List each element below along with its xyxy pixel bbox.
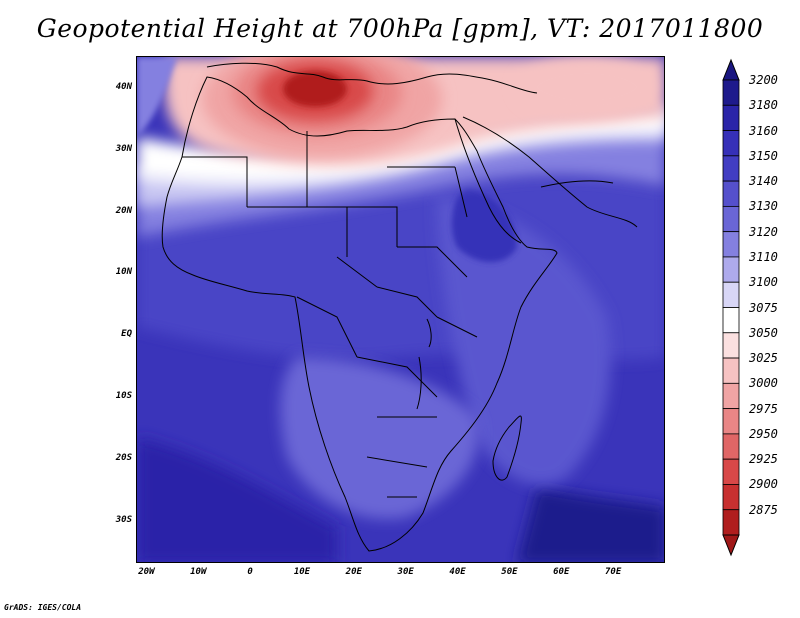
arabia [462,116,638,228]
colorbar-swatch [722,382,740,410]
field-nw-blue [137,57,177,137]
colorbar-bottom-arrow [722,534,740,557]
colorbar-label: 2950 [749,426,778,441]
colorbar-label: 3000 [749,376,778,391]
lat-tick-label: EQ [121,329,132,340]
lat-tick-label: 10S [115,391,132,402]
colorbar-swatch [722,281,740,308]
lon-tick-label: 30E [397,567,414,577]
colorbar-swatch [722,130,740,157]
lat-tick-label: 10N [115,267,132,278]
colorbar-label: 3180 [749,98,778,113]
colorbar-label: 2975 [749,401,778,416]
lat-tick-label: 30N [115,143,132,154]
colorbar-top-arrow [722,58,740,81]
colorbar-swatch [722,205,740,233]
lon-tick-label: 10W [190,567,207,577]
colorbar-label: 3075 [749,300,778,315]
colorbar-swatch [722,231,740,258]
colorbar-swatch [722,180,740,207]
europe-coast [206,62,538,94]
field-red-core [283,71,347,107]
lon-tick-label: 10E [293,567,311,577]
colorbar-swatch [722,256,740,283]
lon-tick-label: 20E [345,567,362,577]
geopotential-map [137,57,664,562]
coastlines [161,62,638,552]
colorbar-label: 3130 [749,199,778,214]
country-borders-east [356,166,478,498]
colorbar-swatch [722,484,740,511]
lon-tick-label: 20W [138,567,155,577]
colorbar-label: 3140 [749,174,778,189]
lon-tick-label: 50E [501,567,518,577]
red-sea-coast [454,118,522,244]
lat-tick-label: 40N [115,81,132,92]
country-borders-west [182,131,438,358]
field-deep-southeast [517,487,664,562]
colorbar-swatch [722,104,740,131]
colorbar-label: 3160 [749,123,778,138]
lat-tick-label: 20N [115,205,132,216]
field-deep-south [137,437,337,562]
colorbar-swatch [722,332,740,359]
colorbar-swatch [722,79,740,106]
colorbar-swatch [722,458,740,485]
colorbar-label: 3200 [749,73,778,87]
lat-tick-label: 30S [115,514,132,525]
colorbar-label: 2925 [749,452,778,467]
colorbar-label: 3025 [749,351,778,366]
colorbar-label: 2875 [749,502,778,517]
colorbar-label: 3050 [749,325,778,340]
lon-tick-label: 40E [449,567,466,577]
lon-tick-label: 70E [604,567,622,577]
colorbar-swatch [722,433,740,460]
colorbar-label: 3110 [749,249,778,264]
colorbar-swatch [722,307,740,334]
field-horn [451,187,517,262]
great-lakes [416,318,432,410]
lon-tick-label: 0 [247,567,253,577]
map-frame [136,56,665,563]
colorbar-label: 3150 [749,148,778,163]
colorbar-swatch [722,357,740,384]
madagascar [492,415,522,481]
africa-coastline [161,76,558,552]
lat-tick-label: 20S [115,452,132,463]
lon-tick-label: 60E [553,567,570,577]
colorbar-swatch [722,509,740,536]
colorbar-swatch [722,408,740,435]
field-pink-east [517,57,657,117]
colorbar-label: 3100 [749,275,778,290]
field-southern-africa [280,357,479,519]
page-title: Geopotential Height at 700hPa [gpm], VT:… [36,14,764,43]
credit-text: GrADS: IGES/COLA [4,603,82,612]
colorbar-swatch [722,155,740,182]
colorbar-label: 2900 [749,477,778,492]
colorbar-label: 3120 [749,224,778,239]
